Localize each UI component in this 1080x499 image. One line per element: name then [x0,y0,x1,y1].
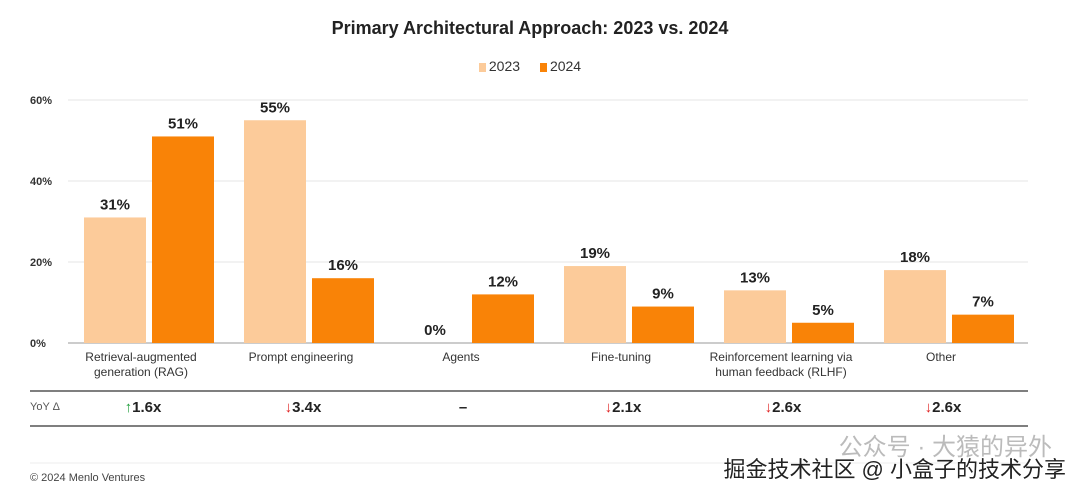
copyright-footer: © 2024 Menlo Ventures [30,472,146,484]
data-label: 55% [260,99,290,116]
yoy-text: 2.6x [772,399,802,416]
chart-title: Primary Architectural Approach: 2023 vs.… [331,18,729,38]
y-tick-label: 20% [30,257,52,269]
y-tick-label: 40% [30,176,52,188]
yoy-text: – [458,399,468,416]
legend-label-2024: 2024 [549,58,582,74]
x-category-label: Prompt engineering [249,350,354,364]
bar-2023 [84,217,146,343]
bar-2024 [952,314,1014,343]
x-category-label: Fine-tuning [591,350,651,364]
data-label: 13% [740,269,770,286]
y-tick-label: 0% [30,338,46,350]
watermark-line1: 公众号 · 大猿的异外 [838,434,1052,461]
data-label: 7% [972,294,994,311]
legend: 2023 2024 [0,58,1060,74]
bar-2023 [244,120,306,343]
yoy-value: ↑1.6x [125,399,162,416]
data-label: 18% [900,249,930,266]
data-label: 0% [424,322,446,339]
x-category-label: human feedback (RLHF) [715,365,846,379]
data-label: 31% [100,196,130,213]
legend-item-2023: 2023 [478,58,521,74]
bar-2023 [884,270,946,343]
yoy-value: ↓3.4x [285,399,322,416]
arrow-down-icon: ↓ [764,399,773,416]
data-label: 12% [488,273,518,290]
data-label: 16% [328,257,358,274]
bar-2023 [724,290,786,343]
yoy-text: 1.6x [132,399,162,416]
data-label: 5% [812,302,834,319]
yoy-value: – [459,399,467,416]
y-tick-label: 60% [30,95,52,107]
bar-2024 [472,294,534,343]
x-category-label: Agents [442,350,479,364]
data-label: 51% [168,115,198,132]
x-category-label: generation (RAG) [94,365,188,379]
yoy-text: 3.4x [292,399,322,416]
legend-swatch-2023 [478,63,486,72]
arrow-up-icon: ↑ [124,399,133,416]
watermark-line2: 掘金技术社区 @ 小盒子的技术分享 [723,457,1066,482]
bar-2024 [632,306,694,343]
x-category-label: Reinforcement learning via [710,350,853,364]
legend-label-2023: 2023 [488,58,521,74]
yoy-text: 2.1x [612,399,642,416]
yoy-value: ↓2.6x [765,399,802,416]
yoy-value: ↓2.1x [605,399,642,416]
arrow-down-icon: ↓ [604,399,613,416]
bar-2024 [312,278,374,343]
bar-2024 [792,322,854,343]
yoy-text: 2.6x [932,399,962,416]
x-category-label: Retrieval-augmented [85,350,196,364]
legend-item-2024: 2024 [539,58,582,74]
yoy-label: YoY Δ [30,401,60,413]
legend-swatch-2024 [539,63,547,72]
x-category-label: Other [926,350,956,364]
data-label: 9% [652,286,674,303]
bar-2023 [564,266,626,343]
bar-2024 [152,136,214,343]
data-label: 19% [580,245,610,262]
yoy-value: ↓2.6x [925,399,962,416]
arrow-down-icon: ↓ [284,399,293,416]
arrow-down-icon: ↓ [924,399,933,416]
